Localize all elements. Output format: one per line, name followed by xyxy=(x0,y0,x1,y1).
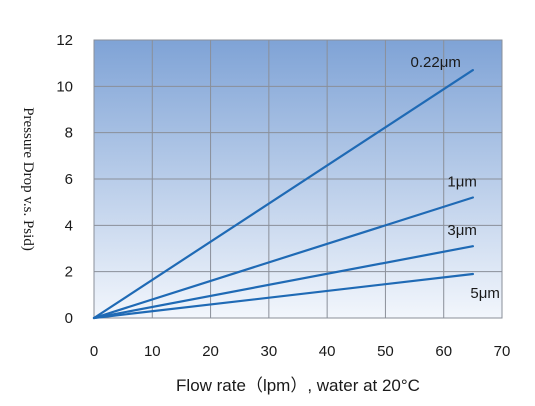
series-line xyxy=(92,245,474,320)
series-line xyxy=(92,68,474,320)
series-line xyxy=(92,196,474,320)
x-tick-label: 10 xyxy=(144,343,161,360)
plot-frame xyxy=(93,39,503,319)
x-tick-label: 50 xyxy=(377,343,394,360)
y-tick-label: 4 xyxy=(65,217,73,234)
x-tick-label: 70 xyxy=(494,343,511,360)
x-tick-label: 30 xyxy=(261,343,278,360)
y-tick-label: 12 xyxy=(56,32,73,49)
grid xyxy=(94,40,502,318)
x-tick-label: 0 xyxy=(90,343,98,360)
y-axis-label: Pressure Drop v.s. Psid) xyxy=(20,107,36,251)
y-tick-label: 6 xyxy=(65,171,73,188)
series-label: 5μm xyxy=(470,285,499,302)
series-line xyxy=(92,272,474,320)
y-tick-label: 10 xyxy=(56,78,73,95)
x-tick-label: 40 xyxy=(319,343,336,360)
series-group xyxy=(92,68,474,320)
y-tick-labels: 0 2 4 6 8 10 12 xyxy=(56,32,73,327)
series-label: 1μm xyxy=(447,174,476,191)
series-labels: 0.22μm 1μm 3μm 5μm xyxy=(411,54,500,302)
x-axis-label: Flow rate（lpm）, water at 20°C xyxy=(176,376,420,395)
series-label: 3μm xyxy=(447,222,476,239)
y-tick-label: 0 xyxy=(65,310,73,327)
y-tick-label: 8 xyxy=(65,125,73,142)
x-tick-label: 60 xyxy=(435,343,452,360)
series-label: 0.22μm xyxy=(411,54,461,71)
x-tick-label: 20 xyxy=(202,343,219,360)
y-tick-label: 2 xyxy=(65,264,73,281)
x-tick-labels: 0 10 20 30 40 50 60 70 xyxy=(90,343,511,360)
